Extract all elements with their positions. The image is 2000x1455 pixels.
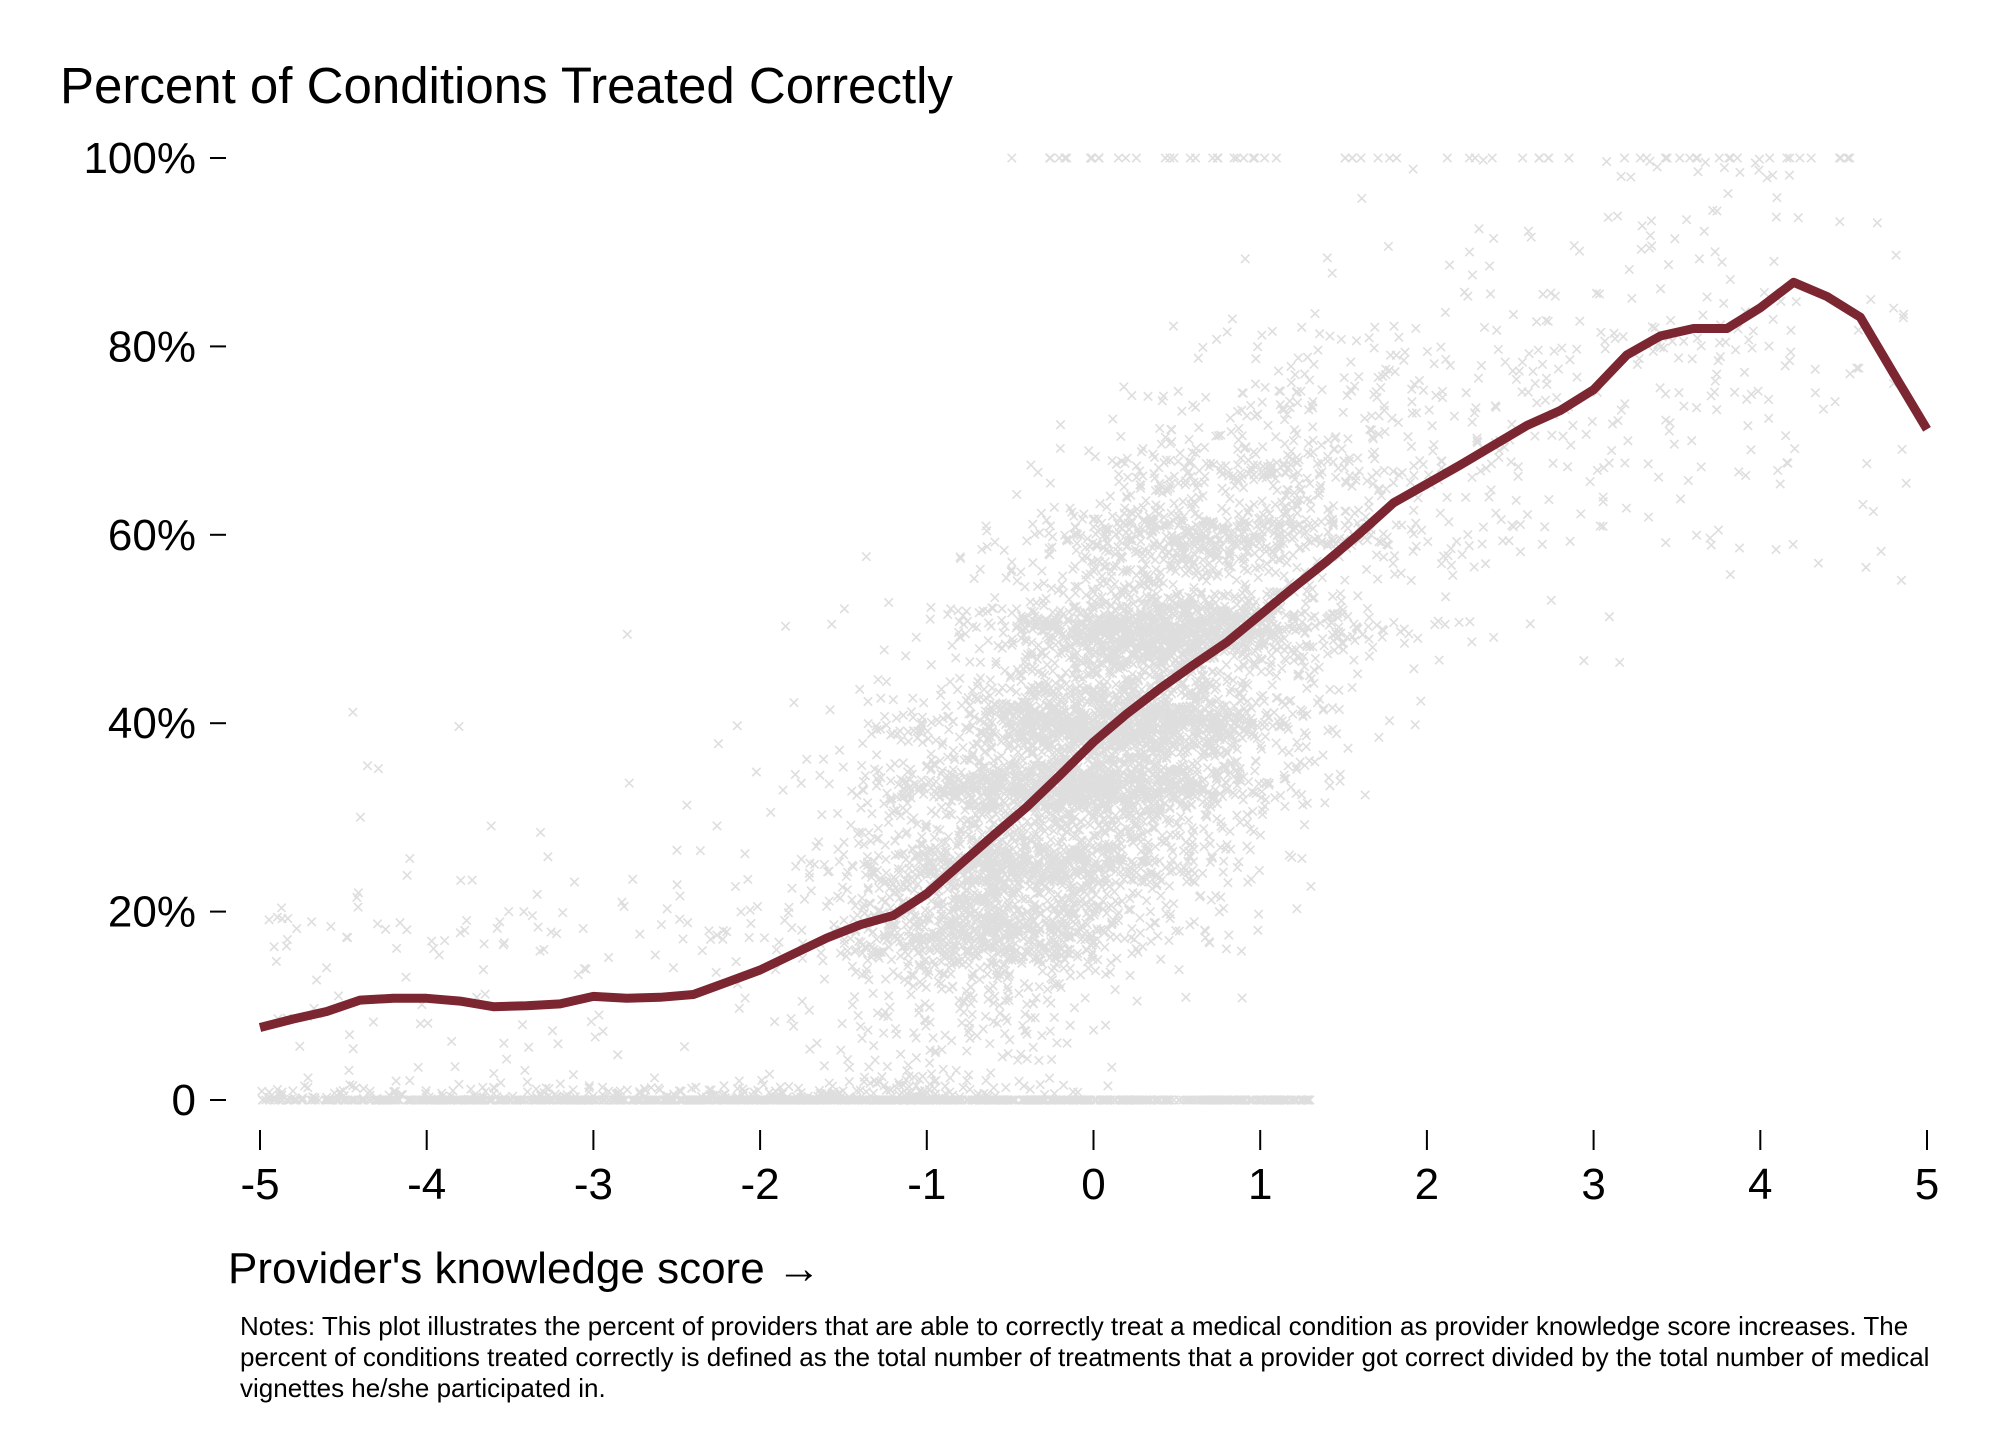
y-tick-label: 80% [108, 322, 196, 371]
y-tick-label: 0 [172, 1076, 196, 1125]
y-tick-label: 20% [108, 888, 196, 937]
x-tick-label: 4 [1748, 1160, 1772, 1209]
chart-title: Percent of Conditions Treated Correctly [60, 57, 953, 114]
chart-notes: Notes: This plot illustrates the percent… [240, 1311, 1930, 1403]
x-tick-label: 0 [1081, 1160, 1105, 1209]
x-tick-label: 5 [1915, 1160, 1939, 1209]
scatter-points [257, 153, 1911, 1105]
x-tick-label: -4 [407, 1160, 446, 1209]
x-tick-label: 2 [1415, 1160, 1439, 1209]
x-tick-label: 3 [1581, 1160, 1605, 1209]
x-tick-label: -1 [907, 1160, 946, 1209]
x-tick-label: -3 [574, 1160, 613, 1209]
x-tick-label: -2 [741, 1160, 780, 1209]
y-tick-label: 100% [83, 134, 196, 183]
x-tick-label: 1 [1248, 1160, 1272, 1209]
x-tick-label: -5 [240, 1160, 279, 1209]
x-axis-label: Provider's knowledge score → [228, 1244, 821, 1293]
scatter-markers [257, 153, 1911, 1105]
trend-line [258, 277, 1931, 1032]
x-axis: -5 -4 -3 -2 -1 0 1 2 3 4 5 [240, 1130, 1939, 1209]
y-axis: 0 20% 40% 60% 80% 100% [83, 134, 226, 1125]
y-tick-label: 60% [108, 511, 196, 560]
y-tick-label: 40% [108, 699, 196, 748]
